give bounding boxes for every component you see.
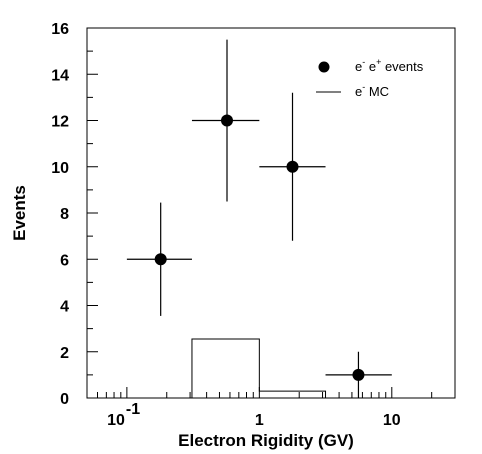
y-tick-label: 6 bbox=[60, 252, 69, 269]
mc-histogram bbox=[87, 338, 455, 399]
y-tick-label: 16 bbox=[51, 21, 69, 38]
legend-label-mc: e- MC bbox=[355, 82, 389, 99]
data-point bbox=[154, 253, 167, 266]
x-tick-label: 10 bbox=[383, 412, 401, 429]
legend: e- e+ events e- MC bbox=[316, 57, 424, 99]
y-tick-label: 4 bbox=[60, 299, 69, 316]
y-tick-label: 10 bbox=[51, 160, 69, 177]
plot-frame bbox=[86, 27, 456, 399]
data-point bbox=[352, 368, 365, 381]
y-tick-label: 0 bbox=[60, 391, 69, 408]
data-points bbox=[126, 39, 392, 398]
y-axis-title: Events bbox=[10, 185, 29, 241]
mc-histogram-line bbox=[87, 338, 455, 399]
x-axis-title: Electron Rigidity (GV) bbox=[178, 431, 354, 450]
x-axis: 10-11 10 bbox=[86, 387, 456, 429]
legend-marker-events bbox=[318, 61, 330, 73]
data-point bbox=[220, 114, 233, 127]
data-point bbox=[286, 160, 299, 173]
x-tick-label: 10 bbox=[107, 412, 125, 429]
y-tick-label: 14 bbox=[51, 67, 69, 84]
legend-label-events: e- e+ events bbox=[355, 57, 424, 74]
y-tick-label: 8 bbox=[60, 206, 69, 223]
x-tick-label: 1 bbox=[255, 412, 264, 429]
x-tick-label-exponent: -1 bbox=[126, 401, 140, 418]
y-axis: 0 2 4 6 8 10 12 14 16 bbox=[51, 21, 98, 408]
y-tick-label: 12 bbox=[51, 114, 69, 131]
y-tick-label: 2 bbox=[60, 345, 69, 362]
